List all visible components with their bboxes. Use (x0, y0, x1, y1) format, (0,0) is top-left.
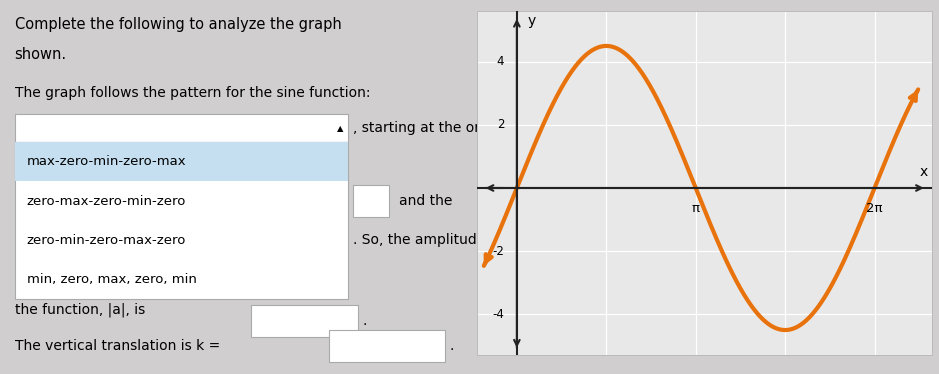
Text: the function, |a|, is: the function, |a|, is (14, 303, 145, 318)
Text: , starting at the origin.: , starting at the origin. (353, 121, 510, 135)
Text: max-zero-min-zero-max: max-zero-min-zero-max (26, 155, 186, 168)
Bar (14, 142, 348, 299)
Text: zero-min-zero-max-zero: zero-min-zero-max-zero (26, 234, 186, 247)
Text: .: . (450, 339, 454, 353)
Bar (14, 142, 348, 181)
Text: zero-max-zero-min-zero: zero-max-zero-min-zero (26, 194, 186, 208)
Text: min, zero, max, zero, min: min, zero, max, zero, min (26, 273, 196, 286)
Text: 4: 4 (497, 55, 504, 68)
Text: π: π (692, 202, 700, 215)
Text: y: y (527, 14, 535, 28)
Bar (329, 330, 445, 362)
Text: -2: -2 (492, 245, 504, 258)
Text: shown.: shown. (14, 47, 67, 62)
Text: x: x (920, 165, 928, 179)
Bar (252, 305, 358, 337)
Text: The graph follows the pattern for the sine function:: The graph follows the pattern for the si… (14, 86, 370, 100)
Text: .: . (362, 314, 367, 328)
Text: ▲: ▲ (337, 123, 344, 133)
Text: 2π: 2π (867, 202, 883, 215)
Text: . So, the amplitude of: . So, the amplitude of (353, 233, 503, 247)
Bar (353, 185, 390, 217)
Text: The vertical translation is k =: The vertical translation is k = (14, 339, 220, 353)
Text: and the: and the (399, 194, 453, 208)
Text: Complete the following to analyze the graph: Complete the following to analyze the gr… (14, 17, 341, 32)
Text: -4: -4 (492, 308, 504, 321)
Bar (14, 114, 348, 142)
Text: 2: 2 (497, 118, 504, 131)
